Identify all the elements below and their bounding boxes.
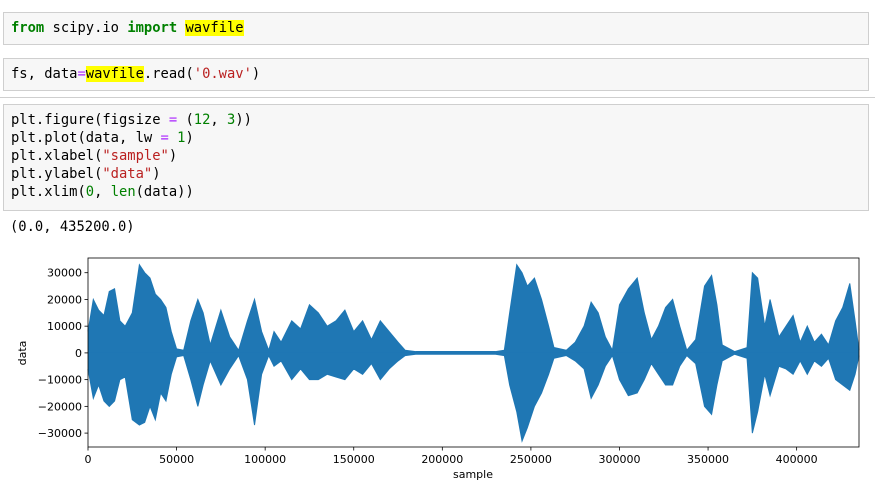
string: '0.wav' xyxy=(193,66,252,82)
code-text: ) xyxy=(185,130,194,146)
y-tick-label: −20000 xyxy=(38,400,82,413)
x-tick-label: 200000 xyxy=(421,453,463,466)
code-text: ) xyxy=(152,166,161,182)
code-text: )) xyxy=(235,112,252,128)
code-text: ) xyxy=(168,148,178,164)
string: "data" xyxy=(102,166,153,182)
x-tick-label: 300000 xyxy=(598,453,640,466)
y-tick-label: −30000 xyxy=(38,427,82,440)
y-axis-label: data xyxy=(16,341,29,366)
code-text: plt.xlim( xyxy=(11,184,86,200)
y-tick-label: 30000 xyxy=(47,267,82,280)
code-text: scipy.io xyxy=(44,20,128,36)
highlight: wavfile xyxy=(185,20,244,36)
code-line: plt.xlim(0, len(data)) xyxy=(11,183,194,201)
code-cell[interactable]: fs, data=wavfile.read('0.wav') xyxy=(3,58,869,91)
x-tick-label: 400000 xyxy=(776,453,818,466)
cell-output: (0.0, 435200.0) xyxy=(10,219,135,235)
code-line: plt.figure(figsize = (12, 3)) xyxy=(11,111,252,129)
code-text: , xyxy=(94,184,111,200)
x-tick-label: 250000 xyxy=(510,453,552,466)
code-text: , xyxy=(210,112,228,128)
code-text: ) xyxy=(251,66,261,82)
x-axis-label: sample xyxy=(453,468,493,481)
code-line: plt.plot(data, lw = 1) xyxy=(11,129,194,147)
builtin: len xyxy=(110,184,136,200)
number: 3 xyxy=(227,112,236,128)
code-text: plt.plot(data, lw xyxy=(11,130,161,146)
highlight: wavfile xyxy=(85,66,144,82)
code-line: plt.ylabel("data") xyxy=(11,165,161,183)
code-text xyxy=(169,130,177,146)
y-tick-label: 20000 xyxy=(47,293,82,306)
operator: = xyxy=(168,112,178,128)
number: 12 xyxy=(193,112,211,128)
waveform-envelope xyxy=(87,353,860,443)
string: "sample" xyxy=(102,148,169,164)
x-tick-label: 150000 xyxy=(333,453,375,466)
keyword: import xyxy=(127,20,178,36)
operator: = xyxy=(77,66,86,82)
operator: = xyxy=(160,130,169,146)
number: 0 xyxy=(85,184,95,200)
y-tick-label: 0 xyxy=(75,347,82,360)
x-tick-label: 50000 xyxy=(159,453,194,466)
number: 1 xyxy=(177,130,186,146)
code-cell[interactable]: from scipy.io import wavfile xyxy=(3,12,869,45)
cell-separator xyxy=(0,97,875,98)
code-text: plt.xlabel( xyxy=(11,148,103,164)
code-line: fs, data=wavfile.read('0.wav') xyxy=(11,65,260,83)
x-tick-label: 0 xyxy=(85,453,92,466)
code-line: from scipy.io import wavfile xyxy=(11,19,244,37)
chart: sample data 0 50000 100000 150000 200000 2500… xyxy=(16,257,860,481)
y-tick-label: −10000 xyxy=(38,374,82,387)
code-text: fs, data xyxy=(11,66,78,82)
code-line: plt.xlabel("sample") xyxy=(11,147,177,165)
code-text: ( xyxy=(177,112,194,128)
code-text: (data)) xyxy=(135,184,194,200)
y-tick-label: 10000 xyxy=(47,320,82,333)
x-tick-label: 350000 xyxy=(687,453,729,466)
x-tick-label: 100000 xyxy=(244,453,286,466)
code-text: plt.ylabel( xyxy=(11,166,103,182)
code-text: .read( xyxy=(143,66,194,82)
keyword: from xyxy=(11,20,45,36)
code-cell[interactable]: plt.figure(figsize = (12, 3)) plt.plot(d… xyxy=(3,104,869,211)
waveform-envelope xyxy=(87,263,860,353)
code-text: plt.figure(figsize xyxy=(11,112,169,128)
plot-frame xyxy=(87,257,860,448)
